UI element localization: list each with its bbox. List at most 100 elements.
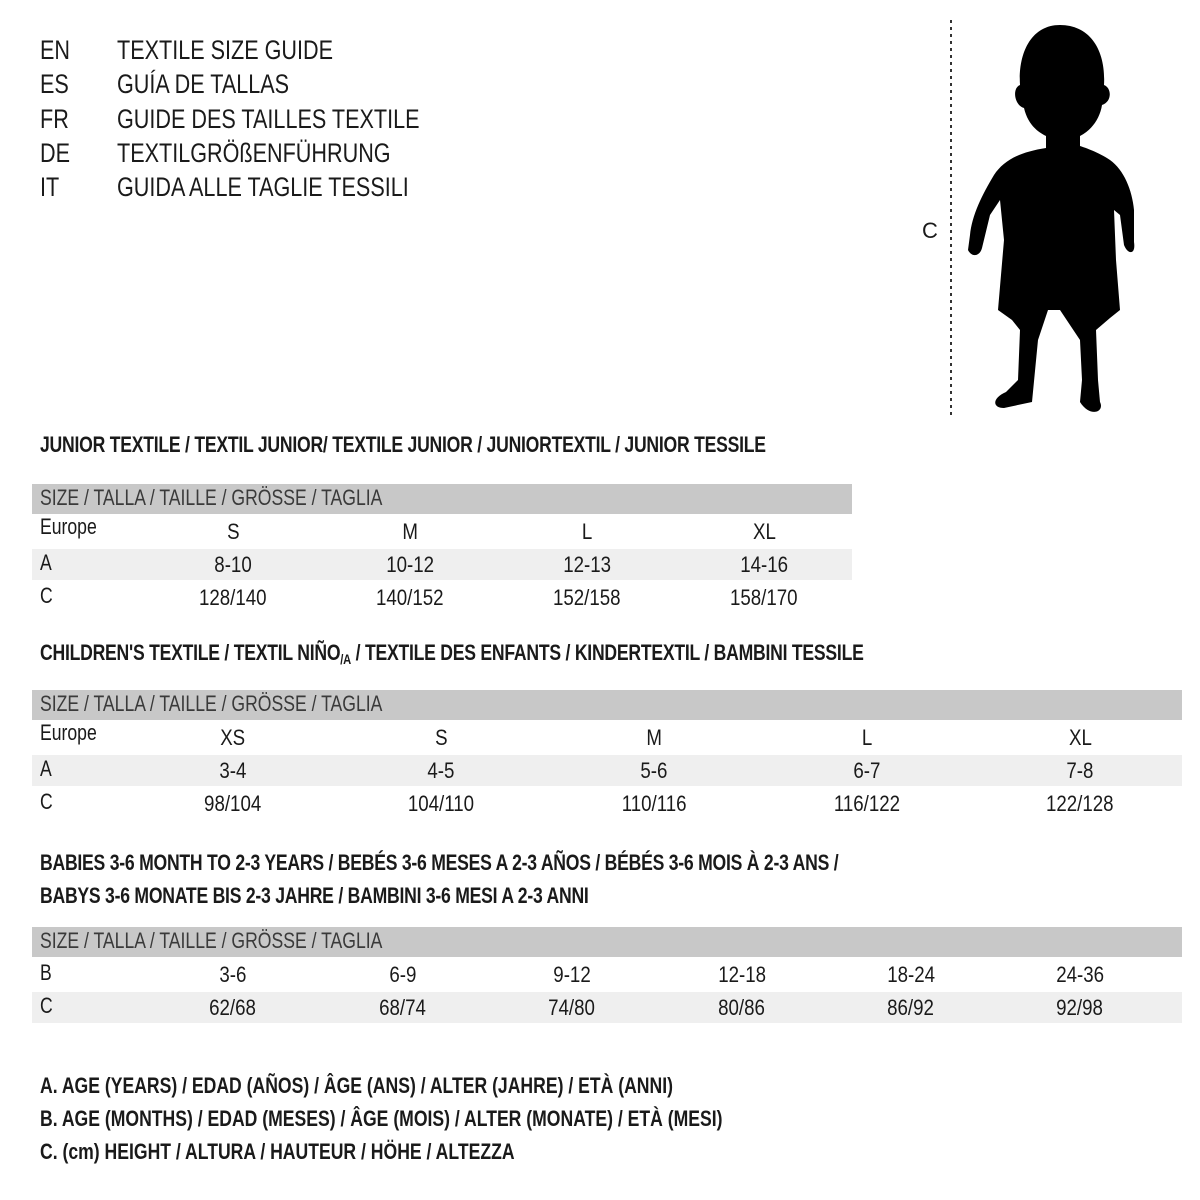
- table-cell: 14-16: [684, 552, 844, 578]
- language-code: EN: [40, 33, 78, 67]
- cell-value: 98/104: [204, 791, 262, 816]
- cell-value: XL: [752, 519, 776, 544]
- language-code: DE: [40, 136, 78, 170]
- cell-value: 6-7: [853, 758, 881, 783]
- legend-line: B. AGE (MONTHS) / EDAD (MESES) / ÂGE (MO…: [40, 1106, 893, 1132]
- cell-value: 4-5: [427, 758, 455, 783]
- table-cell: 24-36: [1000, 962, 1160, 988]
- table-header-bar: [32, 690, 1182, 720]
- legend-line-text: A. AGE (YEARS) / EDAD (AÑOS) / ÂGE (ANS)…: [40, 1073, 673, 1098]
- legend-line-text: B. AGE (MONTHS) / EDAD (MESES) / ÂGE (MO…: [40, 1106, 723, 1131]
- language-code-text: EN: [40, 35, 71, 65]
- table-header: SIZE / TALLA / TAILLE / GRÖSSE / TAGLIA: [40, 691, 468, 717]
- cell-value: 18-24: [887, 962, 935, 987]
- cell-value: 6-9: [389, 962, 417, 987]
- section-title-children: CHILDREN'S TEXTILE / TEXTIL NIÑO/A / TEX…: [40, 640, 1069, 667]
- table-cell: M: [574, 725, 734, 751]
- cell-value: 80/86: [718, 995, 766, 1020]
- legend-line: A. AGE (YEARS) / EDAD (AÑOS) / ÂGE (ANS)…: [40, 1073, 831, 1099]
- table-cell: 116/122: [787, 791, 947, 817]
- cell-value: XL: [1068, 725, 1092, 750]
- table-cell: S: [153, 519, 313, 545]
- cell-value: 152/158: [553, 585, 621, 610]
- row-label-c: C: [40, 583, 56, 609]
- table-cell: 3-6: [153, 962, 313, 988]
- cell-value: 86/92: [887, 995, 935, 1020]
- title-sub: /A: [340, 651, 352, 667]
- row-label-text: Europe: [40, 514, 97, 539]
- table-cell: 3-4: [153, 758, 313, 784]
- table-cell: 128/140: [153, 585, 313, 611]
- cell-value: 140/152: [376, 585, 444, 610]
- table-cell: 92/98: [1000, 995, 1160, 1021]
- table-cell: 74/80: [492, 995, 652, 1021]
- row-label-text: B: [40, 960, 52, 985]
- cell-value: M: [646, 725, 662, 750]
- language-code-text: IT: [40, 172, 60, 203]
- table-header: SIZE / TALLA / TAILLE / GRÖSSE / TAGLIA: [40, 485, 468, 511]
- table-cell: 4-5: [361, 758, 521, 784]
- table-cell: 7-8: [1000, 758, 1160, 784]
- table-cell: 10-12: [330, 552, 490, 578]
- cell-value: S: [226, 519, 240, 544]
- cell-value: 62/68: [209, 995, 257, 1020]
- table-cell: 8-10: [153, 552, 313, 578]
- cell-value: S: [434, 725, 448, 750]
- alt-row-band: [32, 549, 852, 580]
- row-label-europe: Europe: [40, 720, 111, 746]
- table-cell: L: [507, 519, 667, 545]
- table-cell: 6-7: [787, 758, 947, 784]
- cell-value: 74/80: [548, 995, 596, 1020]
- section-title-junior: JUNIOR TEXTILE / TEXTIL JUNIOR/ TEXTILE …: [40, 432, 947, 458]
- row-label-text: A: [40, 550, 52, 575]
- alt-row-band: [32, 755, 1182, 786]
- row-label-text: Europe: [40, 720, 97, 745]
- row-label-text: C: [40, 993, 53, 1018]
- row-label-text: A: [40, 756, 52, 781]
- table-cell: XL: [1000, 725, 1160, 751]
- child-silhouette: [968, 25, 1135, 412]
- cell-value: 68/74: [379, 995, 427, 1020]
- guide-title-text: GUIDA ALLE TAGLIE TESSILI: [117, 172, 409, 203]
- section-title-junior-text: JUNIOR TEXTILE / TEXTIL JUNIOR/ TEXTILE …: [40, 432, 766, 457]
- table-header: SIZE / TALLA / TAILLE / GRÖSSE / TAGLIA: [40, 928, 468, 954]
- child-silhouette-icon: [950, 20, 1135, 415]
- table-cell: 80/86: [662, 995, 822, 1021]
- row-label-europe: Europe: [40, 514, 111, 540]
- guide-title: TEXTILGRÖßENFÜHRUNG: [117, 136, 459, 170]
- table-cell: 18-24: [831, 962, 991, 988]
- cell-value: 12-13: [563, 552, 611, 577]
- table-header-text: SIZE / TALLA / TAILLE / GRÖSSE / TAGLIA: [40, 928, 383, 953]
- cell-value: 8-10: [214, 552, 252, 577]
- row-label-a: A: [40, 756, 55, 782]
- cell-value: 14-16: [740, 552, 788, 577]
- cell-value: 104/110: [407, 791, 475, 816]
- table-cell: 12-13: [507, 552, 667, 578]
- table-cell: 140/152: [330, 585, 490, 611]
- table-cell: 12-18: [662, 962, 822, 988]
- table-cell: XS: [153, 725, 313, 751]
- cell-value: 116/122: [833, 791, 901, 816]
- cell-value: M: [402, 519, 418, 544]
- table-cell: M: [330, 519, 490, 545]
- guide-title: TEXTILE SIZE GUIDE: [117, 33, 387, 67]
- cell-value: 9-12: [553, 962, 591, 987]
- table-cell: 6-9: [323, 962, 483, 988]
- row-label-c: C: [40, 993, 56, 1019]
- row-label-a: A: [40, 550, 55, 576]
- table-cell: S: [361, 725, 521, 751]
- alt-row-band: [32, 992, 1182, 1023]
- table-cell: L: [787, 725, 947, 751]
- title-main: CHILDREN'S TEXTILE / TEXTIL NIÑO: [40, 640, 341, 665]
- language-code: ES: [40, 67, 76, 101]
- cell-value: 24-36: [1056, 962, 1104, 987]
- cell-value: 7-8: [1066, 758, 1094, 783]
- legend-line: C. (cm) HEIGHT / ALTURA / HAUTEUR / HÖHE…: [40, 1139, 633, 1165]
- height-label: C: [922, 218, 938, 243]
- language-code: IT: [40, 170, 64, 204]
- row-label-text: C: [40, 583, 53, 608]
- table-cell: XL: [684, 519, 844, 545]
- section-title-children-text: CHILDREN'S TEXTILE / TEXTIL NIÑO/A / TEX…: [40, 640, 864, 667]
- table-cell: 9-12: [492, 962, 652, 988]
